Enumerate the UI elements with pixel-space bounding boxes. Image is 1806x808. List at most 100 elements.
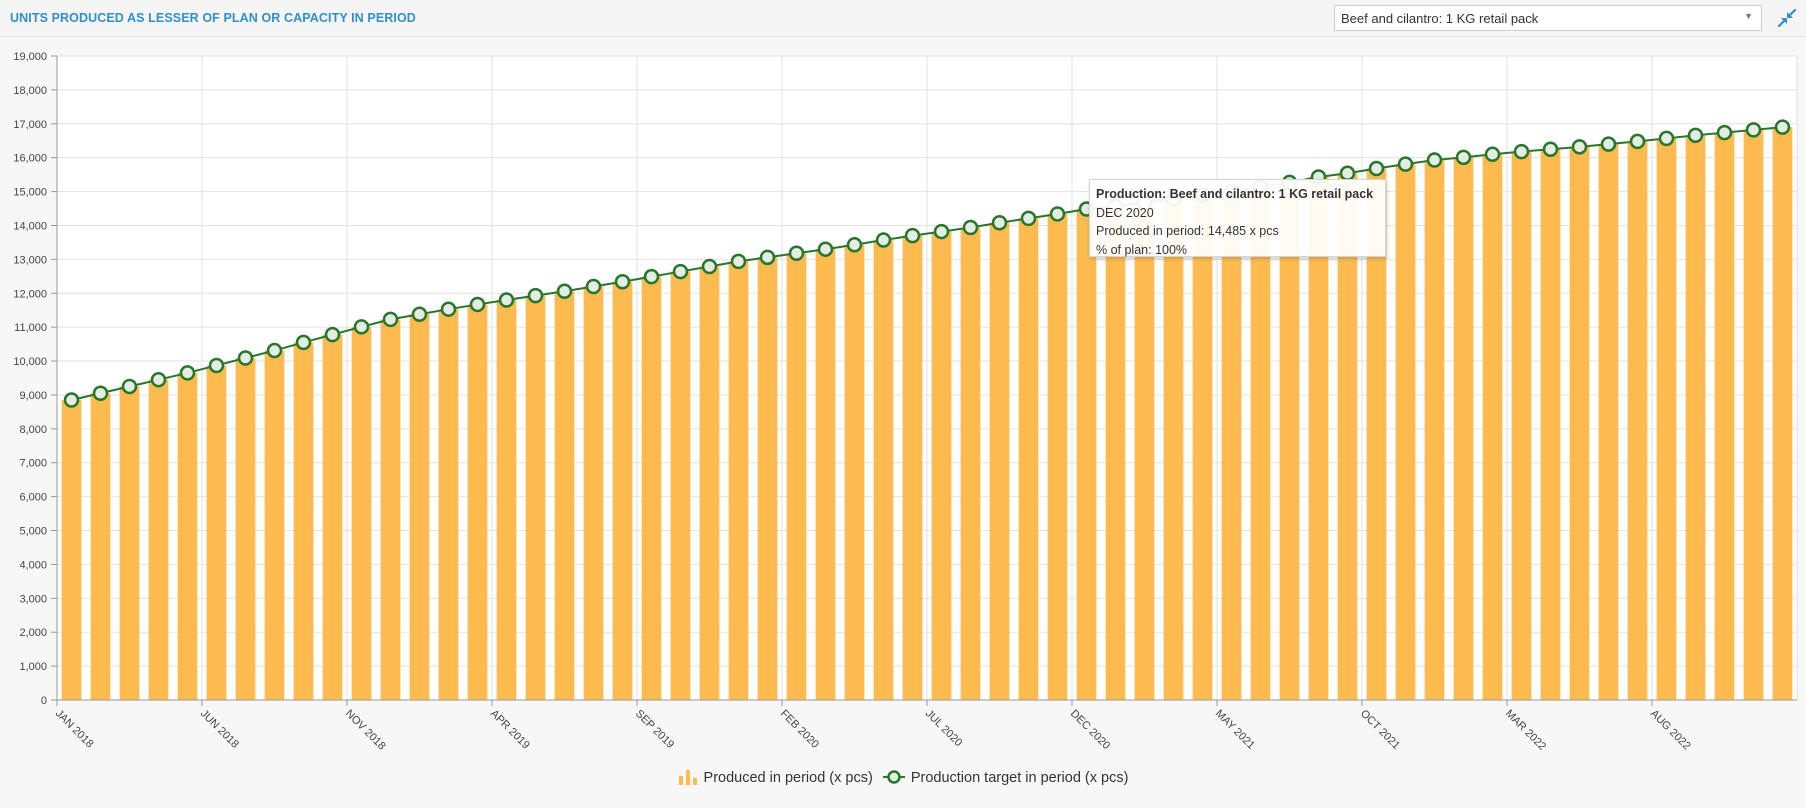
y-tick-label: 7,000: [19, 458, 47, 470]
target-point: [1600, 136, 1617, 152]
bar: [1163, 199, 1184, 701]
target-point: [1049, 206, 1066, 222]
bar: [1482, 154, 1503, 700]
y-tick-label: 12,000: [13, 288, 47, 300]
y-tick-label: 17,000: [13, 119, 47, 131]
tooltip-title: Production: Beef and cilantro: 1 KG reta…: [1096, 187, 1374, 201]
bar: [1627, 141, 1648, 700]
bar: [351, 326, 372, 700]
bar: [699, 266, 720, 700]
target-point: [1571, 139, 1588, 155]
target-point: [759, 249, 776, 266]
legend-item-produced[interactable]: Produced in period (x pcs): [678, 768, 873, 786]
target-point: [1368, 160, 1385, 177]
y-tick-label: 9,000: [19, 390, 47, 402]
product-select[interactable]: Beef and cilantro: 1 KG retail pack ▼: [1334, 5, 1762, 31]
target-point: [63, 392, 80, 408]
target-point: [440, 301, 457, 317]
x-tick-label: NOV 2018: [343, 708, 388, 753]
bar: [786, 253, 807, 700]
bar: [322, 334, 343, 700]
target-point: [875, 232, 892, 248]
bar: [815, 249, 836, 700]
x-tick-label: DEC 2020: [1068, 708, 1112, 752]
bar: [1743, 129, 1764, 701]
tooltip-produced: Produced in period: 14,485 x pcs: [1096, 224, 1279, 238]
y-tick-label: 11,000: [14, 322, 47, 334]
bar: [380, 319, 401, 700]
bar: [728, 261, 749, 700]
target-point: [1484, 146, 1501, 163]
target-point: [382, 311, 399, 328]
bar: [1308, 177, 1329, 700]
target-point: [353, 319, 370, 335]
target-point: [788, 245, 805, 262]
target-point: [121, 378, 138, 395]
x-tick-label: JUN 2018: [198, 708, 241, 751]
target-point: [933, 223, 950, 240]
y-tick-label: 4,000: [19, 559, 47, 571]
bar: [1395, 164, 1416, 700]
target-point: [643, 268, 660, 285]
target-point: [1629, 133, 1646, 150]
bar: [90, 393, 111, 700]
bar: [119, 386, 140, 700]
target-point: [208, 357, 225, 374]
bar: [1540, 149, 1561, 701]
bar: [1714, 132, 1735, 700]
target-point: [150, 371, 167, 388]
bar: [1076, 209, 1097, 701]
chevron-down-icon: ▼: [1744, 11, 1753, 21]
chart-title: UNITS PRODUCED AS LESSER OF PLAN OR CAPA…: [10, 11, 416, 25]
y-tick-label: 16,000: [13, 153, 47, 165]
y-tick-label: 8,000: [19, 424, 47, 436]
product-select-value: Beef and cilantro: 1 KG retail pack: [1341, 11, 1539, 26]
bar: [583, 286, 604, 700]
bar: [989, 222, 1010, 701]
target-point: [324, 326, 341, 343]
target-point: [1513, 143, 1530, 160]
bar: [148, 379, 169, 700]
bar: [1192, 195, 1213, 700]
x-tick-label: JUL 2020: [923, 708, 964, 749]
target-point: [1716, 124, 1733, 141]
target-point: [295, 334, 312, 351]
x-tick-label: FEB 2020: [778, 708, 821, 751]
bar: [844, 244, 865, 700]
bar: [1221, 191, 1242, 701]
bar: [264, 350, 285, 700]
target-point: [266, 342, 283, 359]
bar: [1134, 202, 1155, 700]
x-tick-label: MAY 2021: [1213, 708, 1257, 752]
target-point: [730, 253, 747, 270]
bar: [1018, 218, 1039, 701]
y-tick-label: 3,000: [19, 593, 47, 605]
legend-item-target[interactable]: Production target in period (x pcs): [882, 768, 1129, 786]
bar: [409, 314, 430, 700]
chart-legend: Produced in period (x pcs) Production ta…: [0, 768, 1806, 786]
target-point: [1455, 149, 1472, 166]
target-point: [1774, 119, 1791, 135]
collapse-icon[interactable]: [1776, 8, 1798, 28]
target-point: [1687, 127, 1704, 144]
target-point: [672, 263, 689, 280]
target-point: [411, 306, 428, 323]
target-point: [585, 278, 602, 295]
target-point: [1397, 156, 1414, 172]
target-point: [1542, 141, 1559, 157]
target-point: [498, 292, 515, 308]
x-tick-label: OCT 2021: [1358, 708, 1402, 752]
target-point: [614, 273, 631, 290]
legend-label-target: Production target in period (x pcs): [910, 770, 1129, 786]
bar: [235, 358, 256, 700]
target-point: [962, 219, 979, 236]
tooltip-period: DEC 2020: [1096, 205, 1154, 220]
bar: [1279, 182, 1300, 700]
bar: [902, 235, 923, 701]
x-tick-label: MAR 2022: [1503, 708, 1548, 753]
bar: [1337, 173, 1358, 701]
y-tick-label: 10,000: [13, 356, 47, 368]
target-point: [1020, 210, 1037, 227]
target-point: [991, 215, 1008, 231]
y-tick-label: 14,000: [13, 220, 47, 232]
